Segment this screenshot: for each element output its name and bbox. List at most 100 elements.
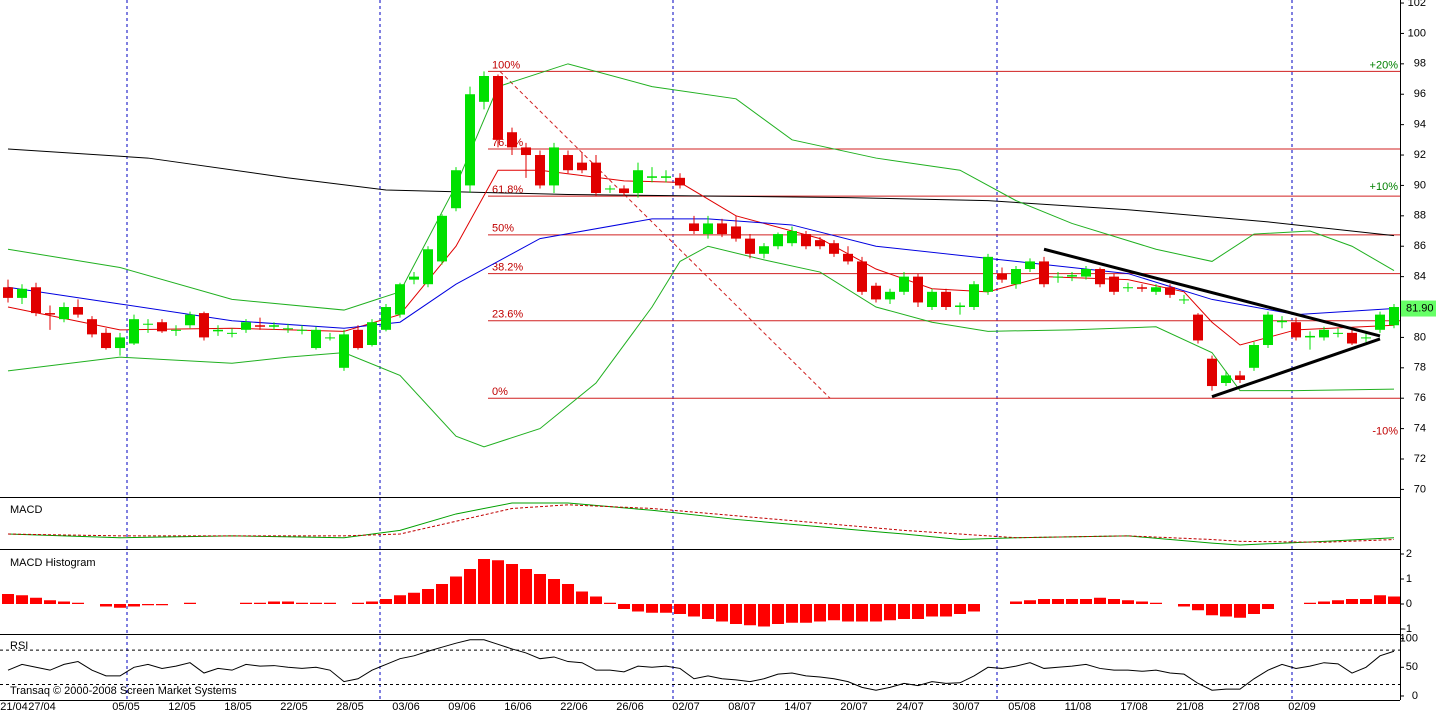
histogram-bar [940, 604, 952, 617]
candle-body [1249, 345, 1259, 368]
candle-body [689, 223, 699, 232]
x-tick-label: 27/08 [1232, 701, 1260, 713]
histogram-bar [688, 604, 700, 617]
candle-body [1109, 276, 1119, 292]
histogram-bar [380, 599, 392, 604]
histogram-bar [1262, 604, 1274, 609]
x-tick-label: 27/04 [28, 701, 56, 713]
candle-body [465, 94, 475, 186]
candle-body [45, 313, 55, 315]
trendline [1043, 247, 1381, 338]
candle-body [1333, 332, 1343, 334]
last-price-label: 81.90 [1406, 302, 1434, 314]
y-tick-label: 94 [1414, 119, 1426, 131]
panel-title: MACD [10, 504, 42, 516]
x-tick-label: 18/05 [224, 701, 252, 713]
candle-body [1193, 314, 1203, 341]
candle-body [759, 246, 769, 254]
y-tick-label: 72 [1414, 453, 1426, 465]
y-tick-label: 70 [1414, 483, 1426, 495]
footer: Transaq © 2000-2008 Screen Market System… [10, 685, 237, 697]
candle-body [1305, 335, 1315, 338]
histogram-bar [142, 604, 154, 606]
histogram-bar [1360, 599, 1372, 604]
histogram-bar [898, 604, 910, 619]
candle-body [815, 240, 825, 247]
candle-body [143, 323, 153, 325]
x-tick-label: 05/08 [1008, 701, 1036, 713]
rsi-line [7, 639, 1395, 691]
macd-line [7, 502, 1395, 546]
histogram-bar [1220, 604, 1232, 617]
y-tick-label: 0 [1406, 598, 1412, 610]
candle-body [423, 249, 433, 285]
histogram-bar [1178, 604, 1190, 607]
histogram-bar [310, 602, 322, 604]
histogram-bar [884, 604, 896, 621]
candle-body [1277, 320, 1287, 323]
envelope-label: -10% [1372, 426, 1398, 438]
candle-body [73, 307, 83, 315]
candle-body [633, 170, 643, 194]
histogram-bar [1346, 599, 1358, 604]
candle-body [3, 287, 13, 298]
histogram-bar [1332, 600, 1344, 604]
histogram-bar [548, 579, 560, 604]
y-tick-label: 100 [1408, 27, 1426, 39]
candle-body [479, 75, 489, 102]
x-tick-label: 30/07 [952, 701, 980, 713]
histogram-bar [1234, 604, 1246, 618]
candle-body [101, 332, 111, 349]
histogram-bar [156, 604, 168, 606]
y-tick-label: 100 [1400, 632, 1418, 644]
candle-body [703, 223, 713, 235]
histogram-bar [1122, 600, 1134, 604]
overlay-line [7, 245, 1395, 448]
candle-body [1221, 375, 1231, 384]
histogram-bar [1318, 601, 1330, 604]
histogram-bar [814, 604, 826, 622]
candle-body [1081, 269, 1091, 277]
candle-body [927, 291, 937, 308]
histogram-bar [758, 604, 770, 627]
candle-body [87, 319, 97, 335]
candle-body [1207, 358, 1217, 387]
fib-label: 0% [492, 386, 508, 398]
histogram-bar [408, 592, 420, 604]
candle-body [395, 284, 405, 315]
histogram-bar [1038, 599, 1050, 604]
histogram-bar [114, 604, 126, 608]
histogram-bar [72, 602, 84, 604]
candle-body [297, 329, 307, 331]
x-tick-label: 17/08 [1120, 701, 1148, 713]
candle-body [605, 188, 615, 190]
histogram-bar [44, 600, 56, 604]
candle-body [563, 155, 573, 171]
histogram-bar [660, 604, 672, 613]
candle-body [59, 307, 69, 320]
candle-body [871, 285, 881, 300]
y-tick-label: 102 [1408, 0, 1426, 9]
candle-body [1319, 329, 1329, 338]
histogram-bar [912, 604, 924, 619]
candle-body [157, 322, 167, 332]
candle-body [549, 147, 559, 186]
candle-body [591, 162, 601, 194]
candle-body [213, 329, 223, 332]
panel-title: RSI [10, 640, 28, 652]
x-tick-label: 20/07 [840, 701, 868, 713]
candle-body [675, 177, 685, 186]
candle-body [185, 314, 195, 326]
histogram-bar [646, 604, 658, 613]
last-price-box [1401, 300, 1436, 317]
x-tick-label: 22/05 [280, 701, 308, 713]
histogram-bar [730, 604, 742, 624]
y-tick-label: 86 [1414, 240, 1426, 252]
histogram-bar [842, 604, 854, 622]
histogram-bar [478, 559, 490, 604]
histogram-bar [16, 595, 28, 604]
histogram-bar [968, 604, 980, 612]
candle-body [1039, 261, 1049, 285]
histogram-bar [856, 604, 868, 622]
